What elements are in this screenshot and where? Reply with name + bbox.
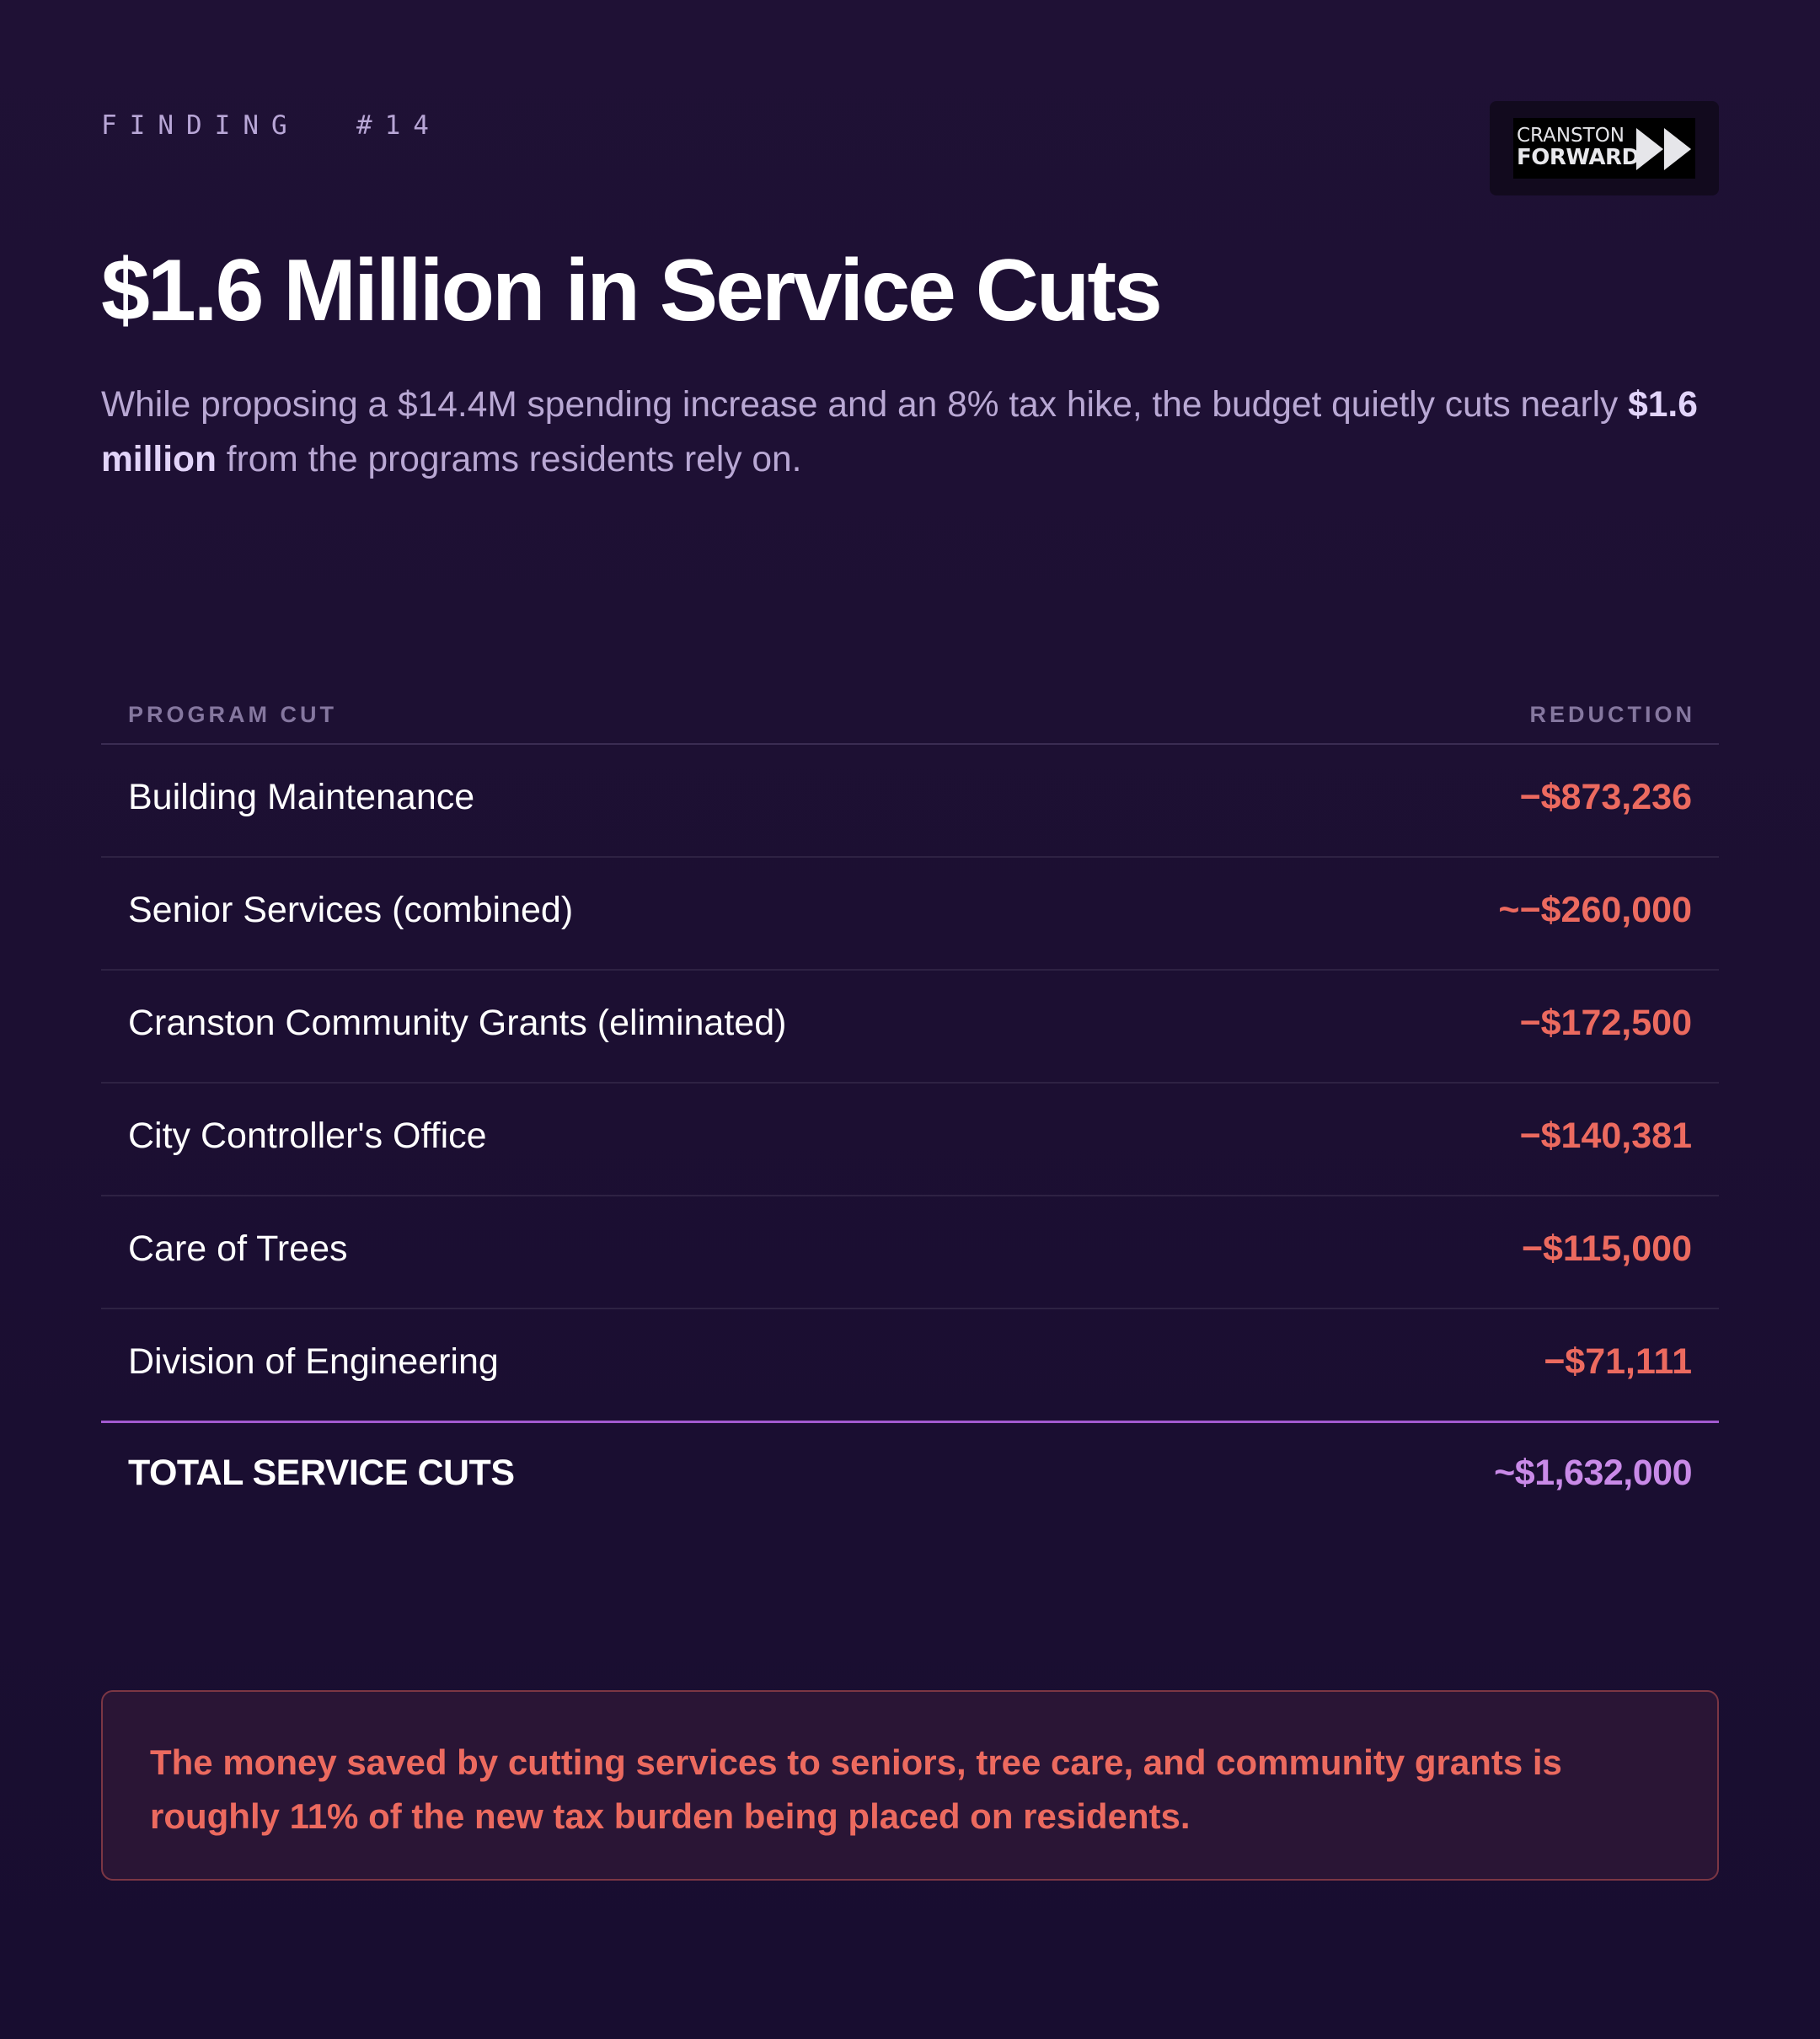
column-header-reduction: REDUCTION [1529, 702, 1695, 727]
finding-card: FINDING #14 CRANSTON FORWARD $1.6 Millio… [101, 0, 1719, 2039]
logo-text-line2: FORWARD [1517, 145, 1640, 170]
program-name: Care of Trees [128, 1228, 348, 1269]
table-row: Care of Trees −$115,000 [101, 1196, 1719, 1309]
fast-forward-icon [1636, 128, 1691, 170]
subtitle-text-before: While proposing a $14.4M spending increa… [101, 385, 1629, 425]
table-row: Senior Services (combined) ~−$260,000 [101, 858, 1719, 971]
reduction-amount: −$71,111 [1544, 1341, 1692, 1382]
total-amount: ~$1,632,000 [1494, 1452, 1692, 1493]
table-header: PROGRAM CUT REDUCTION [101, 691, 1719, 745]
program-name: City Controller's Office [128, 1115, 487, 1156]
finding-label: FINDING #14 [101, 110, 442, 141]
program-name: Building Maintenance [128, 776, 475, 817]
table-row: Building Maintenance −$873,236 [101, 745, 1719, 858]
reduction-amount: −$172,500 [1519, 1002, 1692, 1043]
page-title: $1.6 Million in Service Cuts [101, 242, 1163, 340]
column-header-program: PROGRAM CUT [128, 702, 337, 727]
subtitle-text-after: from the programs residents rely on. [216, 440, 802, 479]
logo-container: CRANSTON FORWARD [1490, 101, 1719, 195]
subtitle: While proposing a $14.4M spending increa… [101, 377, 1719, 487]
callout-text: The money saved by cutting services to s… [150, 1742, 1562, 1836]
reduction-amount: −$873,236 [1519, 776, 1692, 817]
reduction-amount: −$115,000 [1521, 1228, 1692, 1269]
total-row: TOTAL SERVICE CUTS ~$1,632,000 [101, 1423, 1719, 1531]
cranston-forward-logo: CRANSTON FORWARD [1513, 118, 1695, 179]
program-name: Cranston Community Grants (eliminated) [128, 1002, 787, 1043]
callout-box: The money saved by cutting services to s… [101, 1690, 1719, 1881]
subtitle-highlight: $1.6 million [101, 385, 1698, 479]
service-cuts-table: PROGRAM CUT REDUCTION Building Maintenan… [101, 691, 1719, 1531]
program-name: Senior Services (combined) [128, 889, 574, 930]
table-row: City Controller's Office −$140,381 [101, 1084, 1719, 1196]
reduction-amount: ~−$260,000 [1498, 889, 1692, 930]
table-row: Cranston Community Grants (eliminated) −… [101, 971, 1719, 1084]
logo-text-line1: CRANSTON [1517, 125, 1625, 147]
table-row: Division of Engineering −$71,111 [101, 1309, 1719, 1423]
program-name: Division of Engineering [128, 1341, 499, 1382]
total-label: TOTAL SERVICE CUTS [128, 1452, 515, 1493]
reduction-amount: −$140,381 [1519, 1115, 1692, 1156]
